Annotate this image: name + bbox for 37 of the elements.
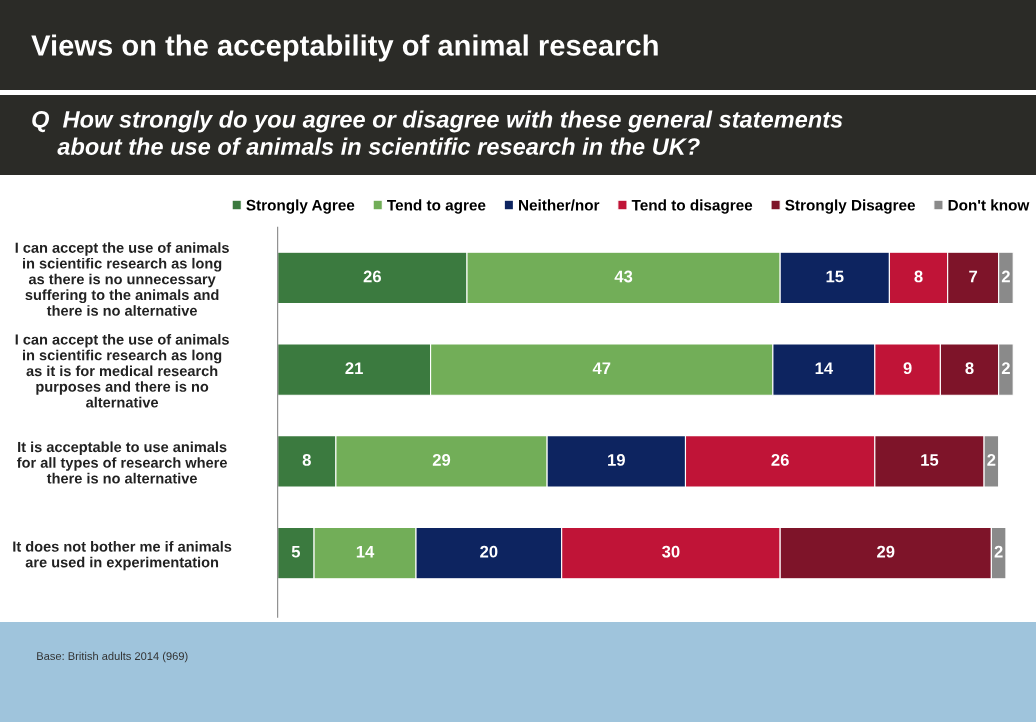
data-label: 15 <box>826 270 844 283</box>
data-label: 43 <box>614 270 633 283</box>
data-label: 47 <box>592 362 611 374</box>
chart-title: Views on the acceptability of animal research <box>31 34 658 62</box>
data-label: 26 <box>771 454 789 466</box>
y-tick-label: I can accept the use of animals in scientific research as long as there is no unnecessary suffering to the animals and there is no alternative <box>15 242 229 316</box>
data-label: 14 <box>356 545 375 558</box>
data-label: 21 <box>345 362 363 374</box>
data-label: 7 <box>969 270 978 283</box>
legend-label: Strongly Agree <box>246 199 355 214</box>
y-tick-label: It is acceptable to use animals for all types of research where there is no alternative <box>16 441 227 484</box>
data-label: 2 <box>994 545 1003 558</box>
data-label: 8 <box>914 270 923 283</box>
text: Base: British adults 2014 (969) <box>37 651 188 663</box>
data-label: 2 <box>1001 362 1010 374</box>
data-label: 19 <box>608 454 625 466</box>
data-label: 8 <box>965 362 974 375</box>
data-label: 29 <box>432 454 451 466</box>
legend-label: Tend to disagree <box>631 199 753 214</box>
legend-label: Neither/nor <box>519 199 600 211</box>
y-tick-label: I can accept the use of animals in scientific research as long as it is for medical research purposes and there is no alternative <box>15 333 229 408</box>
y-tick-label: It does not bother me if animals are used in experimentation <box>13 541 232 571</box>
legend-label: Tend to agree <box>387 199 486 214</box>
data-label: 20 <box>480 545 498 558</box>
data-label: 5 <box>291 545 301 558</box>
data-label: 2 <box>987 454 996 466</box>
data-label: 14 <box>815 362 834 374</box>
data-label: 15 <box>921 454 939 466</box>
chart-subtitle: Q How strongly do you agree or disagree with these general statements about the use of animals in scientific research in the UK? <box>32 110 843 155</box>
legend-label: Strongly Disagree <box>785 199 915 214</box>
data-label: 29 <box>877 545 895 558</box>
legend-label: Don't know <box>948 199 1030 211</box>
data-label: 2 <box>1001 270 1010 283</box>
data-label: 26 <box>363 270 381 283</box>
data-label: 30 <box>662 545 680 558</box>
data-label: 9 <box>903 362 912 375</box>
data-label: 8 <box>302 454 311 466</box>
